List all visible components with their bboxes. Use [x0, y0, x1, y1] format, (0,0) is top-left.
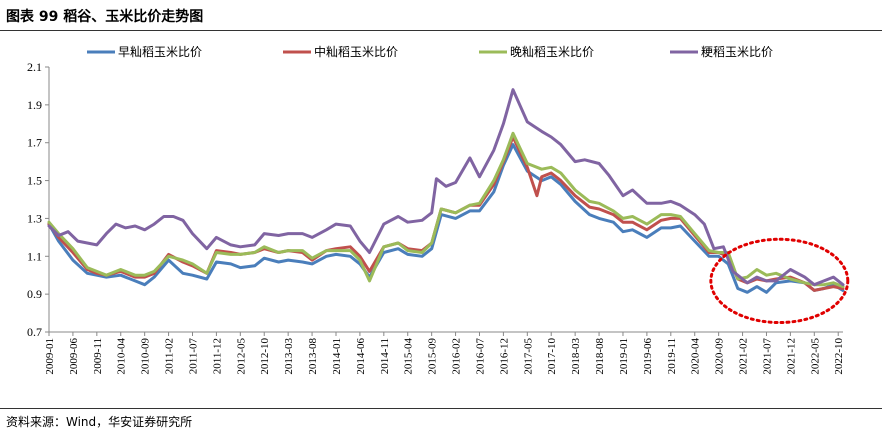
y-tick-label: 1.7: [27, 136, 42, 150]
x-axis: 2009-01 2009-06 2009-11 2010-04 2010-09 2011-…: [44, 331, 845, 375]
x-tick-label: 2011-07: [187, 338, 199, 375]
x-tick-label: 2009-06: [68, 338, 80, 375]
x-tick-label: 2018-03: [570, 338, 582, 375]
y-tick-label: 0.9: [27, 287, 42, 301]
x-tick-label: 2016-02: [451, 338, 463, 375]
x-tick-label: 2019-06: [642, 338, 654, 375]
y-axis: 0.7 0.9 1.1 1.3 1.5 1.7 1.9 2.1: [27, 60, 50, 339]
legend: 早籼稻玉米比价 中籼稻玉米比价 晚籼稻玉米比价 粳稻玉米比价: [87, 44, 773, 59]
y-tick-label: 2.1: [27, 60, 42, 74]
x-tick-label: 2013-08: [307, 338, 319, 375]
x-tick-label: 2014-11: [379, 338, 391, 374]
line-chart: 早籼稻玉米比价 中籼稻玉米比价 晚籼稻玉米比价 粳稻玉米比价 0.7 0.9 1.1 1.3…: [27, 44, 850, 375]
source-note: 资料来源：Wind，华安证券研究所: [6, 415, 193, 429]
y-tick-label: 1.1: [27, 249, 42, 263]
x-tick-label: 2020-09: [714, 338, 726, 375]
x-tick-label: 2015-04: [403, 338, 415, 375]
y-tick-label: 1.5: [27, 174, 42, 188]
x-tick-label: 2010-09: [140, 338, 152, 375]
y-tick-label: 1.9: [27, 98, 42, 112]
x-tick-label: 2012-05: [235, 338, 247, 375]
x-tick-label: 2019-11: [666, 338, 678, 374]
x-tick-label: 2016-07: [474, 338, 486, 375]
legend-label-4: 粳稻玉米比价: [701, 45, 773, 59]
x-tick-label: 2016-12: [498, 338, 510, 375]
x-tick-label: 2022-10: [833, 338, 845, 375]
x-tick-label: 2017-05: [522, 338, 534, 375]
series-line-1: [47, 143, 845, 294]
x-tick-label: 2013-03: [283, 338, 295, 375]
x-tick-label: 2020-04: [690, 338, 702, 375]
x-tick-label: 2022-05: [809, 338, 821, 375]
x-tick-label: 2019-01: [618, 338, 630, 375]
x-tick-label: 2018-08: [594, 338, 606, 375]
x-tick-label: 2015-09: [427, 338, 439, 375]
annotation-layer: [709, 237, 850, 325]
source-rule: [0, 408, 882, 409]
plot-area: [47, 88, 845, 294]
chart-title: 图表 99 稻谷、玉米比价走势图: [6, 9, 204, 25]
x-tick-label: 2014-06: [355, 338, 367, 375]
x-tick-label: 2009-01: [44, 338, 56, 375]
y-tick-label: 1.3: [27, 211, 42, 225]
y-tick-label: 0.7: [27, 325, 42, 339]
legend-label-1: 早籼稻玉米比价: [118, 45, 202, 59]
title-rule: [0, 30, 882, 31]
x-tick-label: 2009-11: [92, 338, 104, 374]
series-line-4: [47, 88, 845, 287]
x-tick-label: 2021-02: [738, 338, 750, 375]
annotation-ellipse: [709, 237, 850, 325]
x-tick-label: 2012-10: [259, 338, 271, 375]
legend-label-2: 中籼稻玉米比价: [314, 44, 398, 59]
x-tick-label: 2021-07: [761, 338, 773, 375]
legend-label-3: 晚籼稻玉米比价: [510, 45, 594, 59]
x-tick-label: 2021-12: [785, 338, 797, 375]
x-tick-label: 2010-04: [116, 338, 128, 375]
x-tick-label: 2014-01: [331, 338, 343, 375]
x-tick-label: 2011-12: [211, 338, 223, 374]
series-line-2: [47, 135, 845, 292]
series-line-3: [47, 131, 845, 289]
x-tick-label: 2017-10: [546, 338, 558, 375]
x-tick-label: 2011-02: [164, 338, 176, 374]
